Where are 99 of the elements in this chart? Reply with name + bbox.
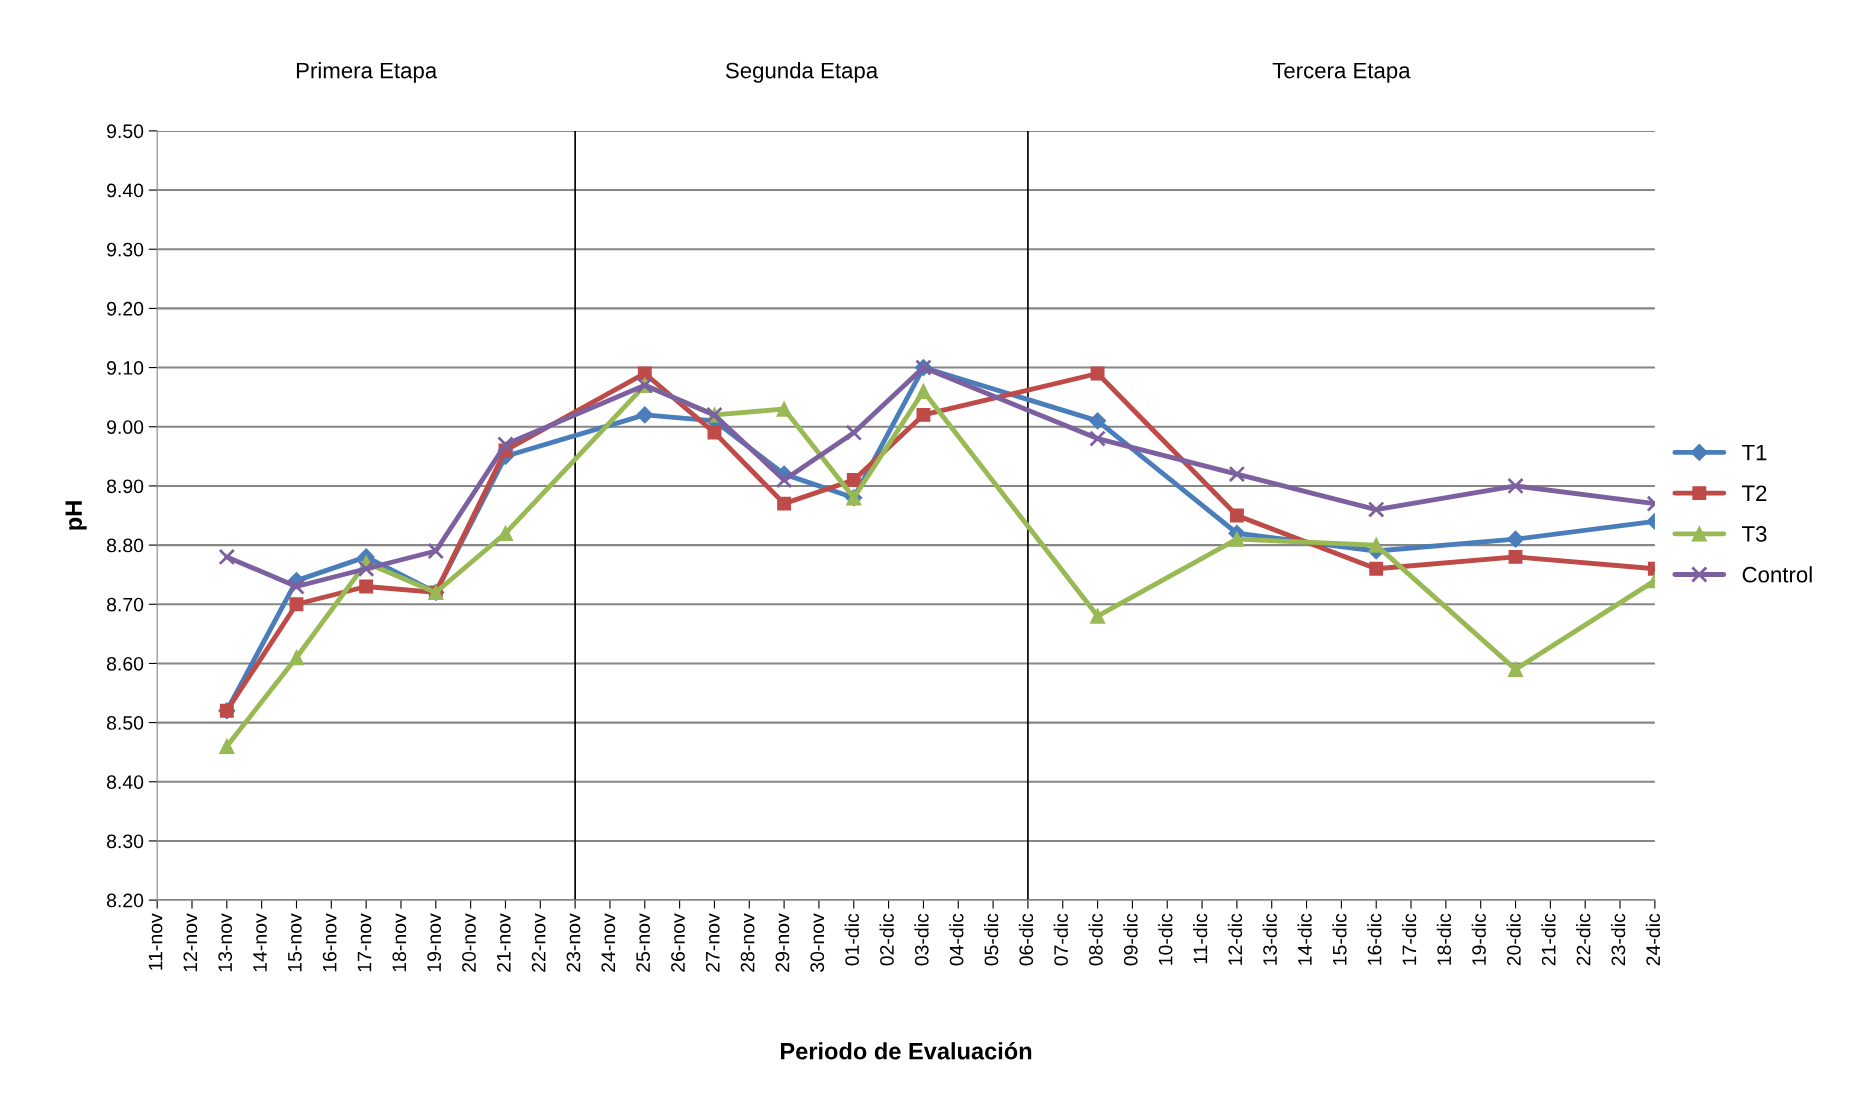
x-tick-label: 26-nov	[671, 913, 685, 972]
point	[1368, 537, 1384, 553]
x-tick-label: 24-dic	[1645, 913, 1661, 966]
x-tick-label: 13-nov	[218, 913, 233, 972]
x-tick-label: 20-nov	[462, 913, 476, 972]
x-tick-label: 15-nov	[288, 913, 302, 972]
x-tick-label: 06-dic	[1018, 913, 1034, 966]
x-tick-label: 27-nov	[705, 913, 720, 972]
point	[218, 548, 236, 566]
y-tick-label: 8.90	[106, 479, 144, 494]
text: Segunda Etapa	[725, 62, 879, 83]
x-tick-label: 24-nov	[601, 913, 616, 972]
point	[359, 579, 374, 594]
x-tick-label: 02-dic	[879, 913, 894, 966]
point	[1507, 477, 1524, 495]
point	[845, 424, 863, 441]
y-tick-label: 9.20	[107, 301, 144, 316]
point	[1369, 561, 1384, 576]
y-tick-label: 8.70	[106, 597, 144, 612]
point	[1229, 531, 1245, 547]
x-tick-label: 21-dic	[1541, 913, 1556, 966]
legend-label: T3	[1742, 526, 1767, 542]
point	[288, 578, 305, 595]
x-tick-label: 01-dic	[844, 913, 859, 966]
text: Tercera Etapa	[1272, 62, 1411, 83]
x-tick-label: 25-nov	[636, 913, 650, 972]
x-tick-label: 09-dic	[1123, 913, 1138, 966]
y-tick-label: 8.60	[106, 656, 144, 671]
y-tick-label: 9.10	[107, 361, 144, 375]
x-tick-label: 11-dic	[1193, 913, 1208, 964]
x-tick-label: 15-dic	[1332, 913, 1347, 965]
point	[915, 383, 932, 399]
x-tick-label: 07-dic	[1053, 913, 1068, 966]
y-tick-label: 8.20	[106, 893, 144, 908]
x-tick-label: 18-dic	[1436, 913, 1452, 965]
y-tick-label: 8.50	[106, 716, 144, 730]
point	[219, 738, 235, 754]
x-tick-label: 18-nov	[392, 913, 407, 972]
point	[288, 649, 305, 666]
x-tick-label: 17-nov	[357, 913, 372, 972]
x-tick-label: 20-dic	[1506, 913, 1521, 966]
point	[1089, 430, 1106, 447]
y-tick-label: 9.40	[107, 183, 144, 198]
y-tick-label: 8.40	[106, 775, 144, 790]
point	[357, 560, 375, 578]
y-tick-label: 9.30	[107, 242, 144, 257]
point	[1090, 366, 1105, 381]
point	[1089, 412, 1107, 430]
x-tick-label: 29-nov	[775, 913, 790, 972]
point	[1089, 608, 1106, 624]
point	[776, 401, 792, 417]
point	[1507, 661, 1524, 677]
point	[775, 471, 793, 489]
x-tick-label: 11-nov	[148, 913, 163, 970]
point	[916, 407, 931, 422]
x-tick-label: 14-dic	[1297, 913, 1312, 965]
x-axis-title: Periodo de Evaluación	[780, 1041, 1032, 1060]
point	[846, 473, 861, 487]
y-tick-label: 9.00	[107, 420, 144, 434]
y-tick-label: 9.50	[107, 124, 144, 139]
x-tick-label: 23-dic	[1610, 913, 1626, 966]
x-tick-label: 21-nov	[496, 913, 511, 972]
point	[1506, 530, 1525, 548]
point	[1229, 508, 1244, 523]
point	[636, 406, 654, 424]
point	[707, 425, 722, 440]
x-tick-label: 14-nov	[253, 913, 267, 972]
y-tick-label: 8.80	[106, 538, 144, 553]
x-tick-label: 28-nov	[740, 913, 755, 972]
point	[497, 436, 514, 453]
x-tick-label: 22-dic	[1576, 913, 1591, 966]
x-tick-label: 13-dic	[1262, 913, 1277, 965]
point	[289, 597, 304, 612]
x-tick-label: 08-dic	[1088, 913, 1103, 966]
x-tick-label: 10-dic	[1158, 913, 1173, 965]
x-tick-label: 05-dic	[984, 913, 999, 966]
y-tick-label: 8.30	[106, 834, 144, 849]
x-tick-label: 03-dic	[914, 913, 929, 966]
x-tick-label: 22-nov	[531, 913, 546, 972]
legend-label: Control	[1742, 566, 1812, 583]
x-tick-label: 19-dic	[1471, 913, 1486, 965]
x-tick-label: 19-nov	[427, 913, 442, 972]
legend-label: T2	[1742, 485, 1767, 501]
point	[1508, 549, 1523, 564]
x-tick-label: 12-dic	[1227, 913, 1243, 965]
legend-label: T1	[1742, 444, 1767, 461]
point	[427, 542, 445, 560]
x-tick-label: 23-nov	[566, 913, 581, 972]
x-tick-label: 04-dic	[949, 913, 964, 966]
point	[777, 496, 792, 511]
x-tick-label: 16-dic	[1367, 913, 1382, 965]
y-axis-title: pH	[65, 501, 87, 530]
x-tick-label: 16-nov	[322, 913, 337, 972]
point	[1367, 501, 1385, 518]
x-tick-label: 12-nov	[183, 913, 198, 972]
point	[1228, 465, 1246, 483]
text: Primera Etapa	[296, 62, 438, 83]
x-tick-label: 30-nov	[810, 913, 825, 973]
x-tick-label: 17-dic	[1401, 913, 1417, 965]
